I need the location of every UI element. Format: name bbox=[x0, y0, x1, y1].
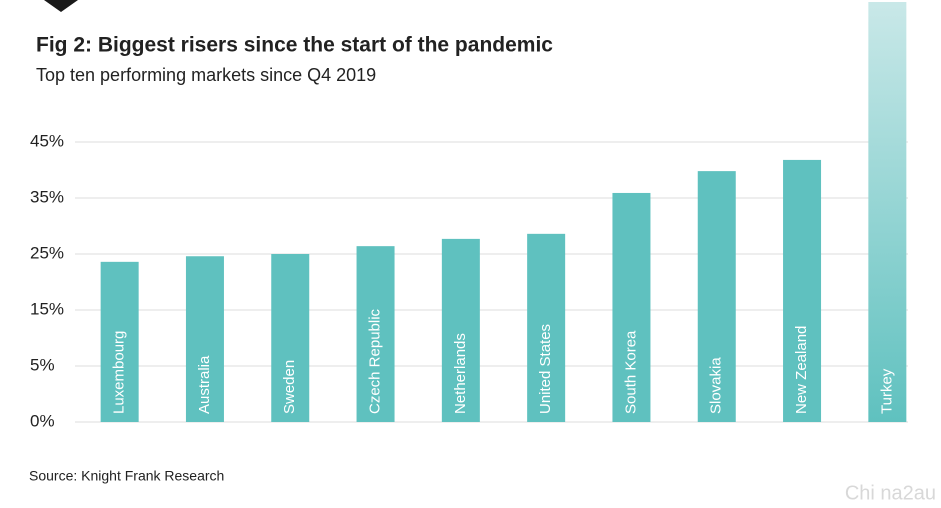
y-tick-label: 15% bbox=[30, 299, 64, 318]
category-label: Turkey bbox=[878, 368, 895, 414]
source-note: Source: Knight Frank Research bbox=[29, 468, 224, 484]
category-label: South Korea bbox=[622, 330, 639, 414]
category-label: Czech Republic bbox=[367, 308, 384, 414]
category-label: Sweden bbox=[281, 360, 298, 414]
bar bbox=[441, 238, 480, 422]
category-label: New Zealand bbox=[793, 326, 810, 414]
bar bbox=[868, 2, 907, 422]
y-tick-label: 25% bbox=[30, 243, 64, 262]
bar bbox=[100, 261, 139, 422]
category-label: Luxembourg bbox=[111, 331, 128, 414]
category-label: United States bbox=[537, 324, 554, 414]
category-label: Netherlands bbox=[452, 333, 469, 414]
y-tick-label: 45% bbox=[30, 131, 64, 150]
bar bbox=[356, 246, 395, 422]
category-label: Australia bbox=[196, 355, 213, 414]
watermark: Chi na2au bbox=[845, 482, 936, 504]
bar bbox=[527, 233, 566, 422]
bar bbox=[612, 192, 651, 422]
bar bbox=[783, 159, 822, 423]
y-tick-label: 5% bbox=[30, 355, 55, 374]
logo-mark bbox=[44, 0, 78, 12]
y-tick-label: 0% bbox=[30, 411, 55, 430]
bar bbox=[697, 171, 736, 422]
bar bbox=[185, 256, 224, 422]
chart-subtitle: Top ten performing markets since Q4 2019 bbox=[36, 65, 376, 85]
chart-title: Fig 2: Biggest risers since the start of… bbox=[36, 34, 553, 57]
y-tick-label: 35% bbox=[30, 187, 64, 206]
category-label: Slovakia bbox=[708, 357, 725, 414]
bar bbox=[271, 254, 310, 422]
